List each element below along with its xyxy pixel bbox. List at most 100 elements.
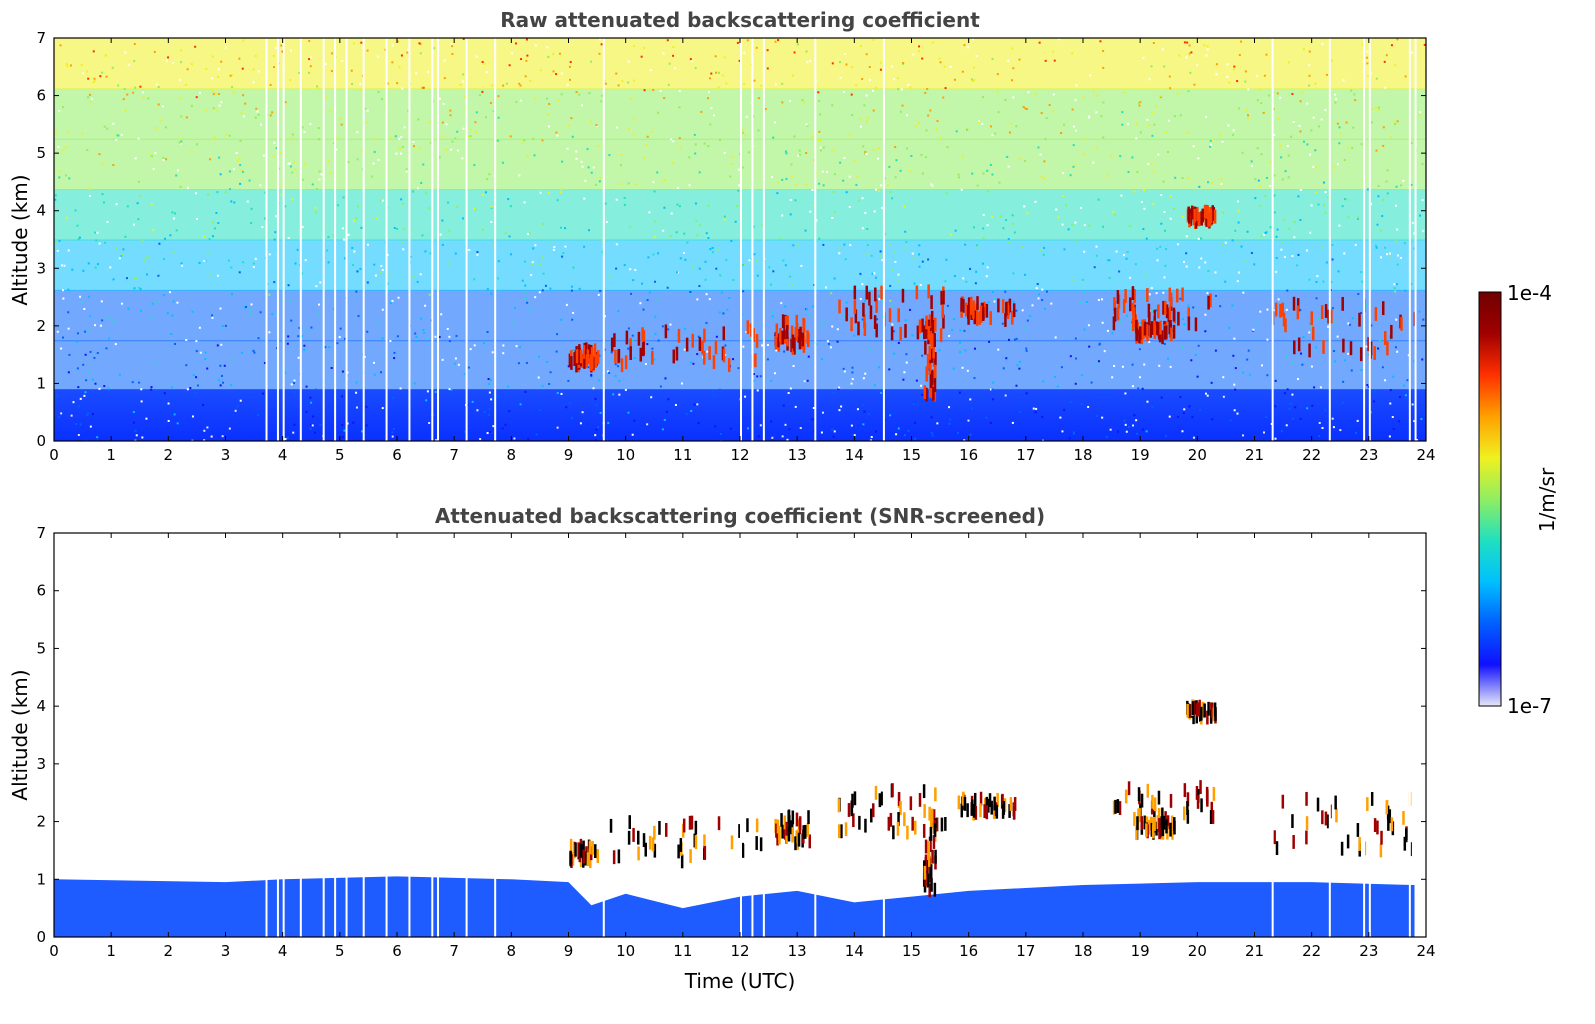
cloud-mark [1346, 834, 1350, 849]
noise-speckle [291, 198, 294, 201]
noise-speckle [556, 199, 559, 202]
noise-speckle [58, 416, 61, 419]
cloud-mark [933, 882, 937, 897]
noise-speckle [56, 249, 59, 252]
noise-speckle [1275, 270, 1278, 273]
noise-speckle [224, 46, 227, 49]
noise-speckle [194, 392, 197, 395]
cloud-mark [1176, 288, 1179, 303]
y-tick-label: 3 [36, 259, 46, 277]
noise-speckle [425, 399, 428, 402]
noise-speckle [590, 375, 593, 378]
noise-speckle [132, 421, 135, 424]
noise-speckle [1394, 346, 1397, 349]
noise-speckle [1332, 426, 1335, 429]
noise-speckle [99, 75, 102, 78]
noise-speckle [1219, 305, 1222, 308]
noise-speckle [1200, 237, 1203, 240]
noise-speckle [1331, 258, 1334, 261]
y-tick-label: 4 [36, 697, 46, 715]
noise-speckle [1253, 263, 1256, 266]
noise-speckle [921, 354, 924, 357]
y-tick-label: 7 [36, 524, 46, 542]
noise-speckle [109, 266, 112, 269]
cloud-mark [1164, 811, 1167, 826]
noise-speckle [899, 169, 902, 172]
noise-speckle [225, 133, 228, 136]
noise-speckle [686, 241, 689, 244]
cloud-mark [875, 299, 878, 313]
noise-speckle [1131, 385, 1134, 388]
cloud-mark [1135, 826, 1138, 841]
noise-speckle [1402, 179, 1405, 182]
noise-speckle [326, 249, 329, 252]
noise-speckle [549, 242, 552, 245]
noise-speckle [1205, 392, 1208, 395]
noise-speckle [1287, 154, 1290, 157]
cloud-mark [868, 291, 871, 306]
noise-speckle [661, 325, 664, 328]
noise-speckle [515, 345, 518, 348]
cloud-mark [1143, 321, 1147, 336]
noise-speckle [991, 388, 994, 391]
noise-speckle [1273, 174, 1276, 177]
noise-speckle [115, 203, 118, 206]
noise-speckle [83, 394, 86, 397]
noise-speckle [1246, 117, 1249, 120]
noise-speckle [1194, 353, 1197, 356]
missing-data-column [299, 533, 302, 937]
cloud-mark [755, 836, 758, 850]
noise-speckle [1002, 227, 1005, 230]
noise-speckle [366, 49, 369, 52]
noise-speckle [1205, 54, 1208, 57]
cloud-mark [929, 813, 933, 828]
noise-speckle [872, 148, 875, 151]
cloud-mark [896, 821, 900, 836]
noise-speckle [1151, 406, 1154, 409]
noise-speckle [450, 148, 453, 151]
noise-speckle [904, 319, 907, 322]
noise-speckle [1015, 384, 1018, 387]
noise-speckle [848, 205, 851, 208]
noise-speckle [60, 264, 63, 267]
noise-speckle [752, 225, 755, 228]
cloud-mark [1209, 293, 1212, 308]
noise-speckle [127, 63, 130, 66]
noise-speckle [917, 121, 920, 124]
noise-speckle [338, 336, 341, 339]
noise-speckle [355, 391, 358, 394]
noise-speckle [914, 125, 917, 128]
cloud-mark [1195, 786, 1199, 800]
noise-speckle [1157, 153, 1160, 156]
noise-speckle [1181, 215, 1184, 218]
noise-speckle [603, 315, 606, 318]
noise-speckle [1079, 206, 1082, 209]
noise-speckle [833, 430, 836, 433]
noise-speckle [62, 336, 65, 339]
noise-speckle [1063, 123, 1066, 126]
noise-speckle [859, 272, 862, 275]
noise-speckle [708, 91, 711, 94]
noise-speckle [741, 128, 744, 131]
noise-speckle [868, 412, 871, 415]
noise-speckle [1355, 432, 1358, 435]
noise-speckle [784, 150, 787, 153]
noise-speckle [560, 93, 563, 96]
noise-speckle [112, 318, 115, 321]
noise-speckle [286, 436, 289, 439]
noise-speckle [1324, 409, 1327, 412]
noise-speckle [376, 321, 379, 324]
cloud-mark [614, 349, 617, 364]
noise-speckle [1093, 266, 1096, 269]
noise-speckle [1026, 212, 1029, 215]
cloud-mark [641, 327, 644, 342]
cloud-mark [847, 803, 851, 817]
noise-speckle [956, 432, 959, 435]
noise-speckle [228, 188, 231, 191]
noise-speckle [1095, 254, 1098, 257]
noise-speckle [938, 349, 941, 352]
noise-speckle [1211, 138, 1214, 141]
noise-speckle [849, 133, 852, 136]
cloud-mark [1169, 793, 1173, 808]
missing-data-column [751, 38, 754, 441]
